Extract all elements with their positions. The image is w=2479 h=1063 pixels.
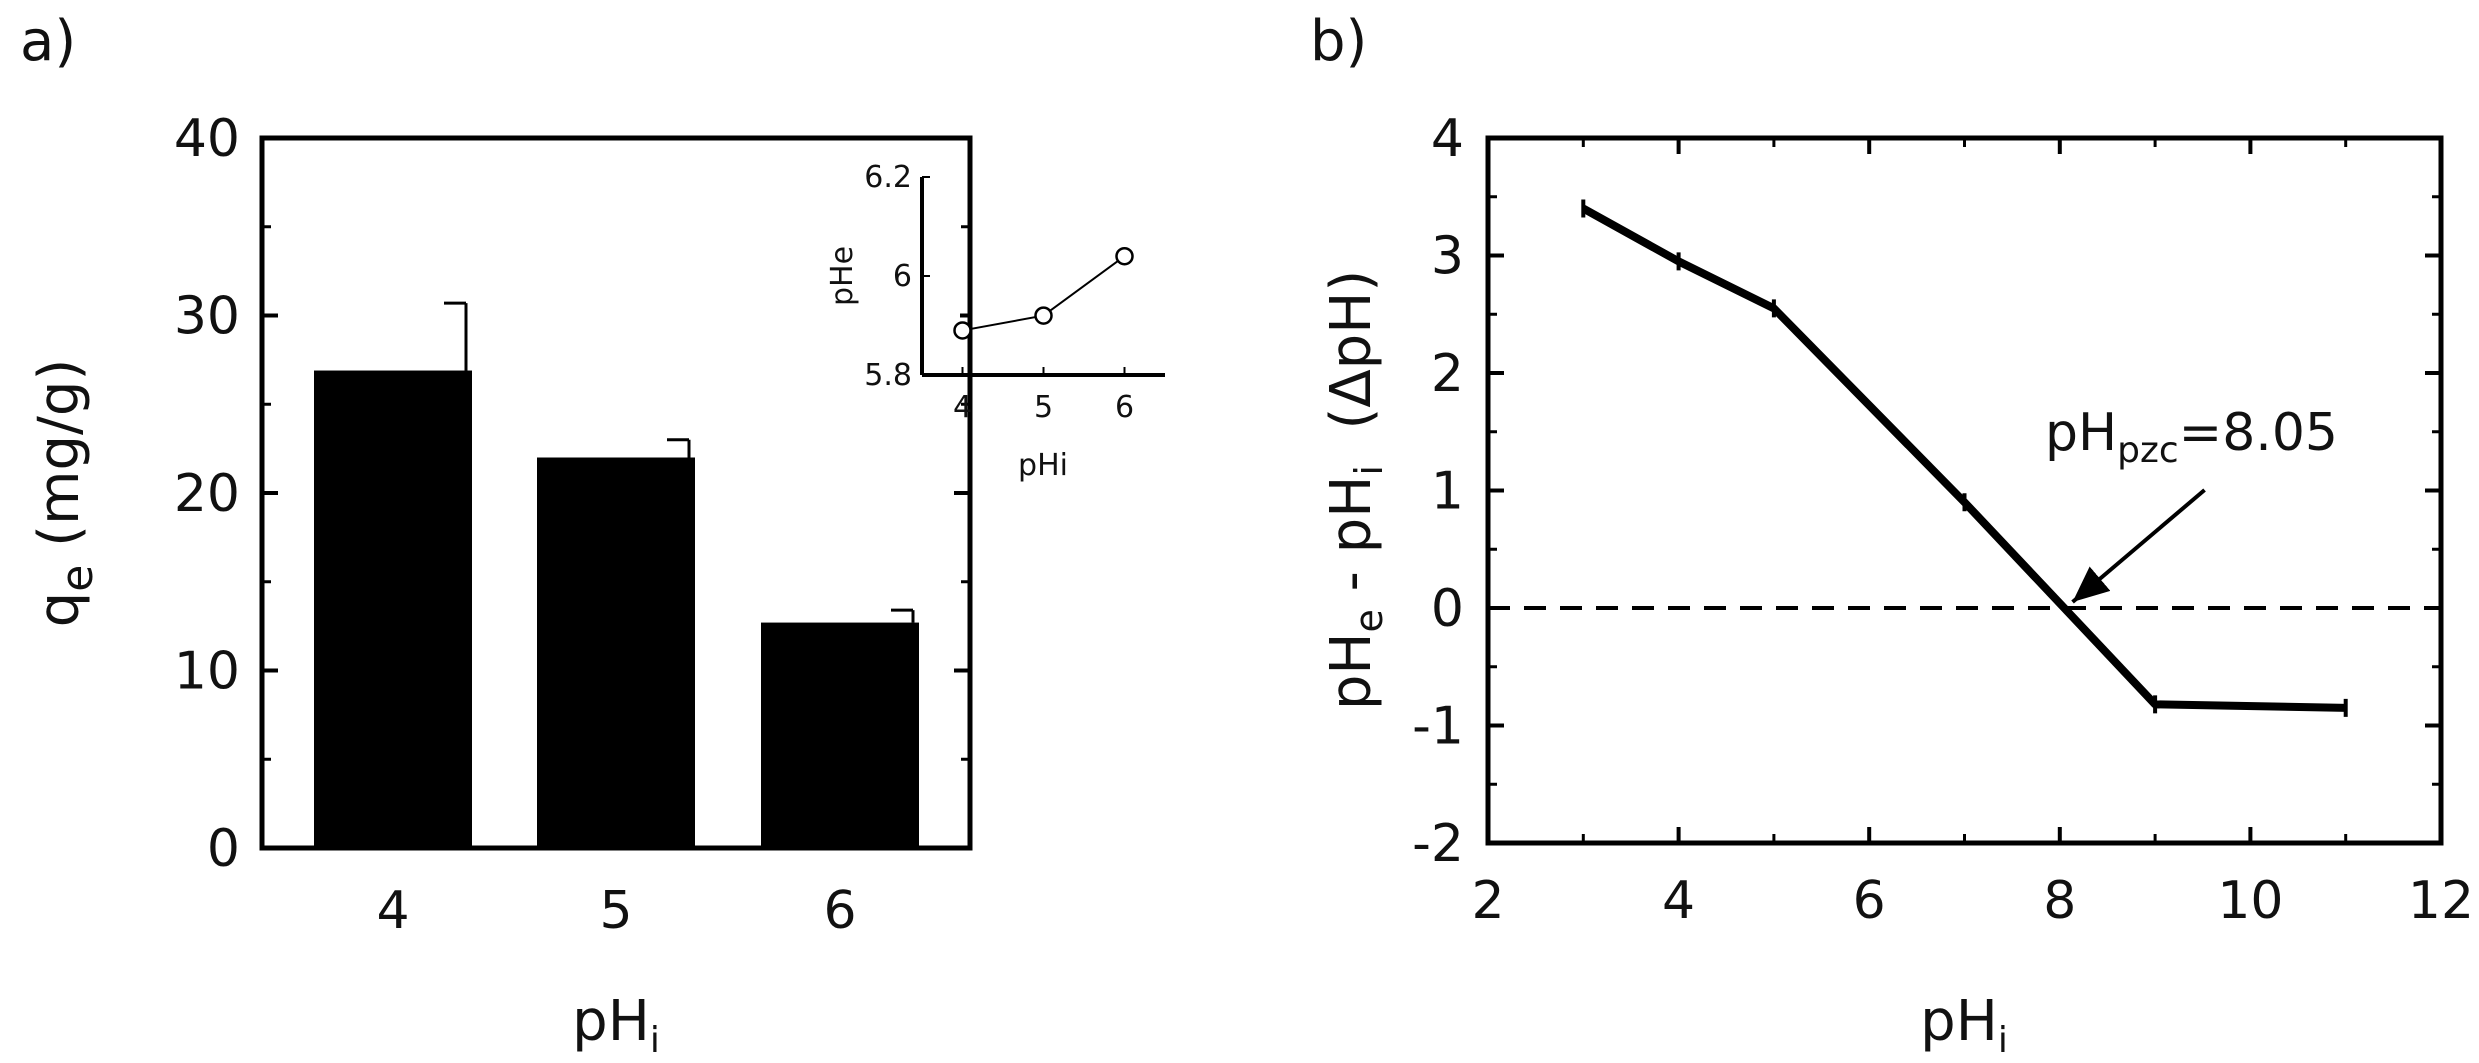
- panel-a-y-axis-title: qe (mg/g): [27, 359, 103, 628]
- panel-b-x-tick-label: 6: [1853, 871, 1886, 931]
- panel-b-y-tick-label: 3: [1431, 227, 1464, 287]
- inset-point: [1115, 246, 1134, 266]
- panel-b-y-axis-pHi: - pH: [1319, 476, 1384, 609]
- panel-b-x-ticks: 2 4 6 8 10 12: [1471, 138, 2474, 931]
- panel-b-y-axis-delta: (ΔpH): [1319, 270, 1384, 465]
- panel-a-y-ticks: 0 10 20 30 40: [174, 109, 970, 879]
- panel-b-y-tick-label: -1: [1412, 697, 1464, 757]
- panel-a-y-axis-sub: e: [52, 565, 103, 592]
- panel-b-x-tick-label: 4: [1662, 871, 1695, 931]
- inset-y-ticks: 5.8 6 6.2: [864, 160, 930, 393]
- panel-a-x-tick-label: 6: [823, 881, 856, 941]
- panel-b-y-axis-sub-i: i: [1347, 465, 1391, 476]
- inset-x-tick-label: 4: [953, 390, 972, 425]
- panel-b-x-tick-label: 12: [2408, 871, 2474, 931]
- pzc-annotation-value: =8.05: [2179, 403, 2338, 463]
- bar-pH-4: [314, 370, 472, 848]
- panel-b-y-axis-sub-e: e: [1347, 609, 1391, 632]
- inset-y-axis-title: pHe: [825, 246, 860, 306]
- inset-x-tick-label: 5: [1034, 390, 1053, 425]
- panel-b-x-axis-title: pHi: [1920, 989, 2008, 1061]
- panel-b-y-tick-label: 4: [1431, 109, 1464, 169]
- panel-a-y-axis-unit: (mg/g): [27, 359, 92, 565]
- panel-a-x-axis-title: pHi: [572, 989, 660, 1061]
- panel-a-y-tick-label: 0: [207, 819, 240, 879]
- panel-b-y-axis-title: pHe - pHi (ΔpH): [1319, 270, 1391, 710]
- panel-a-bars: [314, 370, 919, 848]
- inset-point: [1034, 306, 1053, 325]
- panel-a-x-tick-label: 5: [599, 881, 632, 941]
- panel-a-y-tick-label: 20: [174, 464, 240, 524]
- panel-a-y-tick-label: 40: [174, 109, 240, 169]
- panel-b-points: [1581, 199, 2348, 717]
- pzc-annotation: pHpzc=8.05: [2045, 403, 2338, 471]
- inset-background: [785, 150, 960, 370]
- panel-b-y-tick-label: 2: [1431, 344, 1464, 404]
- panel-b-series-line: [1581, 205, 2346, 712]
- panel-a-plot-frame: [259, 135, 973, 851]
- panel-b-y-axis-pHe: pH: [1319, 633, 1384, 711]
- inset-x-axis-title: pHi: [1018, 448, 1068, 483]
- panel-a-error-bars: [444, 301, 915, 623]
- inset-y-tick-label: 6.2: [864, 160, 912, 195]
- panel-a-x-axis-main: pH: [572, 989, 650, 1054]
- panel-b-y-tick-label: 1: [1431, 462, 1464, 522]
- bar-pH-5: [537, 457, 695, 848]
- panel-b-x-tick-label: 10: [2217, 871, 2283, 931]
- panel-a-y-axis-main: q: [27, 592, 92, 628]
- panel-a: a) 0 10 20 30 40 4 5 6 pHi qe (mg/g) 5.8 6 6.2 4…: [20, 9, 1165, 1061]
- panel-b-x-tick-label: 8: [2043, 871, 2076, 931]
- inset-x-ticks: 4 5 6: [953, 367, 1134, 425]
- panel-b-y-tick-label: -2: [1412, 814, 1464, 874]
- panel-b-x-tick-label: 2: [1471, 871, 1504, 931]
- panel-b-label: b): [1310, 9, 1367, 74]
- inset-y-tick-label: 5.8: [864, 358, 912, 393]
- panel-a-label: a): [20, 9, 76, 74]
- pzc-arrow: [2071, 488, 2206, 604]
- bar-pH-6: [761, 622, 919, 848]
- panel-a-y-tick-label: 30: [174, 287, 240, 347]
- panel-b-x-axis-sub: i: [1998, 1020, 2008, 1061]
- inset-y-tick-label: 6: [893, 259, 912, 294]
- panel-a-x-tick-label: 4: [376, 881, 409, 941]
- pzc-annotation-main: pH: [2045, 403, 2117, 463]
- panel-b-x-axis-main: pH: [1920, 989, 1998, 1054]
- panel-b-y-tick-label: 0: [1431, 579, 1464, 639]
- pzc-annotation-sub: pzc: [2117, 430, 2179, 471]
- inset-point: [953, 321, 972, 340]
- panel-a-y-tick-label: 10: [174, 642, 240, 702]
- panel-a-x-axis-sub: i: [650, 1020, 660, 1061]
- panel-a-x-ticks: 4 5 6: [376, 881, 856, 941]
- inset-markers: [953, 246, 1134, 340]
- panel-a-inset: 5.8 6 6.2 4 5 6 pHi pHe: [785, 150, 1165, 483]
- panel-b-y-ticks: -2 -1 0 1 2 3 4: [1412, 109, 2441, 874]
- panel-b-plot-frame: [1485, 135, 2444, 846]
- inset-x-tick-label: 6: [1115, 390, 1134, 425]
